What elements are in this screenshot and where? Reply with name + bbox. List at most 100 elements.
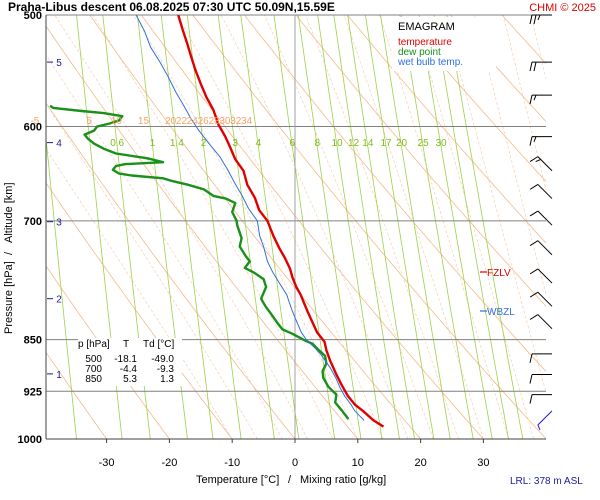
temperature-tick-label: 30 bbox=[477, 457, 489, 469]
table-cell: 700 bbox=[85, 364, 102, 375]
legend-box bbox=[392, 17, 496, 71]
wind-barb bbox=[529, 184, 553, 199]
wind-barb bbox=[529, 240, 553, 256]
moist-adiabat bbox=[46, 148, 233, 439]
dry-adiabat-label: -5 bbox=[30, 116, 39, 127]
mixing-ratio-line bbox=[380, 15, 451, 439]
x-axis-sep: / bbox=[288, 474, 292, 486]
mixing-ratio-label: 25 bbox=[418, 138, 430, 149]
wind-barb bbox=[529, 394, 552, 404]
mixing-ratio-line bbox=[333, 15, 400, 439]
mixing-ratio-line bbox=[418, 15, 493, 439]
wind-barb-feather bbox=[529, 61, 533, 72]
mixing-ratio-line bbox=[365, 15, 435, 439]
mixing-ratio-label: 4 bbox=[256, 138, 262, 149]
mixing-ratio-line bbox=[186, 15, 242, 439]
dry-adiabat-label: 26 bbox=[198, 116, 210, 127]
dry-adiabat-label: 28 bbox=[208, 116, 220, 127]
wind-barb bbox=[529, 353, 552, 363]
y-axis-label: Pressure [hPa] bbox=[3, 261, 15, 334]
moist-adiabat bbox=[558, 15, 600, 439]
wind-barb-feather bbox=[533, 136, 537, 142]
table-cell: -49.0 bbox=[151, 354, 174, 365]
mixing-ratio-label: 10 bbox=[332, 138, 344, 149]
moist-adiabat bbox=[220, 15, 409, 439]
wind-barb bbox=[529, 14, 552, 25]
legend: EMAGRAM temperature dew point wet bulb t… bbox=[392, 17, 496, 71]
table-header-t: T bbox=[123, 339, 129, 350]
dry-adiabat-label: 34 bbox=[241, 116, 253, 127]
wind-barb-staff bbox=[537, 314, 553, 330]
moist-adiabat bbox=[176, 15, 384, 439]
legend-wet-bulb: wet bulb temp. bbox=[397, 57, 463, 68]
temperature-tick-label: 0 bbox=[292, 457, 298, 469]
wind-barb-staff bbox=[537, 210, 553, 226]
mixing-ratio-label: 14 bbox=[362, 138, 374, 149]
dry-adiabat-label: 24 bbox=[187, 116, 199, 127]
table-box bbox=[78, 338, 182, 386]
dry-adiabat bbox=[140, 15, 484, 439]
wind-barb bbox=[529, 291, 553, 307]
dry-adiabat bbox=[346, 15, 546, 244]
wind-barb-feather bbox=[529, 291, 539, 298]
x-axis-title: Temperature [°C] / Mixing ratio [g/kg] bbox=[196, 474, 386, 486]
dry-adiabat-label: 30 bbox=[219, 116, 231, 127]
moist-adiabat bbox=[444, 15, 546, 394]
mixing-ratio-line bbox=[217, 15, 275, 439]
wbzl-label: WBZL bbox=[487, 307, 515, 318]
altitude-tick-label: 1 bbox=[56, 370, 62, 381]
wind-barb-feather bbox=[533, 14, 537, 25]
mixing-ratio-label: 0.6 bbox=[110, 138, 124, 149]
legend-title: EMAGRAM bbox=[398, 21, 455, 33]
pressure-tick-label: 1000 bbox=[18, 434, 42, 446]
dry-adiabat bbox=[46, 351, 107, 439]
legend-temperature: temperature bbox=[398, 37, 452, 48]
wind-barb-feather bbox=[533, 61, 537, 72]
mixing-ratio-line bbox=[160, 15, 214, 439]
temperature-tick-label: 20 bbox=[414, 457, 426, 469]
moist-adiabat bbox=[474, 15, 546, 296]
temperature-tick-label: -20 bbox=[161, 457, 177, 469]
dry-adiabat bbox=[398, 15, 546, 182]
table-cell: 500 bbox=[85, 354, 102, 365]
isoline-labels: -5 5 10 15 20 22 24 26 28 30 32 340.6 1 1.4 2 3 4 6 8 10 12 1… bbox=[30, 116, 447, 149]
moist-adiabat bbox=[46, 54, 283, 439]
moist-adiabat bbox=[54, 15, 308, 439]
wind-barb bbox=[529, 210, 553, 226]
altitude-tick-label: 5 bbox=[56, 58, 62, 69]
altitude-tick-label: 2 bbox=[56, 295, 62, 306]
dry-adiabat bbox=[46, 25, 359, 439]
pressure-tick-label: 500 bbox=[24, 10, 42, 22]
wind-barb-feather bbox=[529, 184, 539, 190]
y-axis-title: Pressure [hPa] / Altitude [km] bbox=[3, 182, 15, 334]
mixing-ratio-line bbox=[446, 15, 524, 439]
moist-adiabat bbox=[92, 15, 333, 439]
dry-adiabat-label: 5 bbox=[86, 116, 92, 127]
wind-barb-staff bbox=[537, 410, 553, 426]
dry-adiabat-label: 10 bbox=[111, 116, 123, 127]
wind-barb-feather bbox=[529, 394, 533, 404]
temperature-tick-label: -10 bbox=[224, 457, 240, 469]
wind-barb-feather bbox=[529, 268, 539, 275]
wind-barb-feather bbox=[529, 314, 539, 320]
moist-adiabat bbox=[46, 103, 258, 439]
mixing-ratio-lines bbox=[46, 15, 524, 439]
wind-barb bbox=[529, 268, 553, 284]
chart-title: Praha-Libus descent 06.08.2025 07:30 UTC… bbox=[8, 0, 335, 14]
legend-dew-point: dew point bbox=[398, 47, 441, 58]
mixing-ratio-label: 3 bbox=[232, 138, 238, 149]
wind-barb-feather bbox=[529, 95, 533, 105]
wind-barb bbox=[537, 410, 553, 431]
x-axis-label-mixing: Mixing ratio [g/kg] bbox=[300, 474, 386, 486]
mixing-ratio-label: 30 bbox=[435, 138, 447, 149]
wind-barb bbox=[529, 314, 553, 330]
mixing-ratio-line bbox=[240, 15, 300, 439]
temperature-tick-label: 10 bbox=[352, 457, 364, 469]
fzlv-label: FZLV bbox=[487, 268, 511, 279]
wind-barb-feather bbox=[537, 14, 541, 21]
lrl-label: LRL: 378 m ASL bbox=[510, 476, 583, 487]
copyright: CHMI © 2025 bbox=[529, 2, 596, 14]
mixing-ratio-line bbox=[347, 15, 415, 439]
moist-adiabat bbox=[264, 15, 434, 439]
table-header-td: Td [°C] bbox=[143, 339, 174, 350]
